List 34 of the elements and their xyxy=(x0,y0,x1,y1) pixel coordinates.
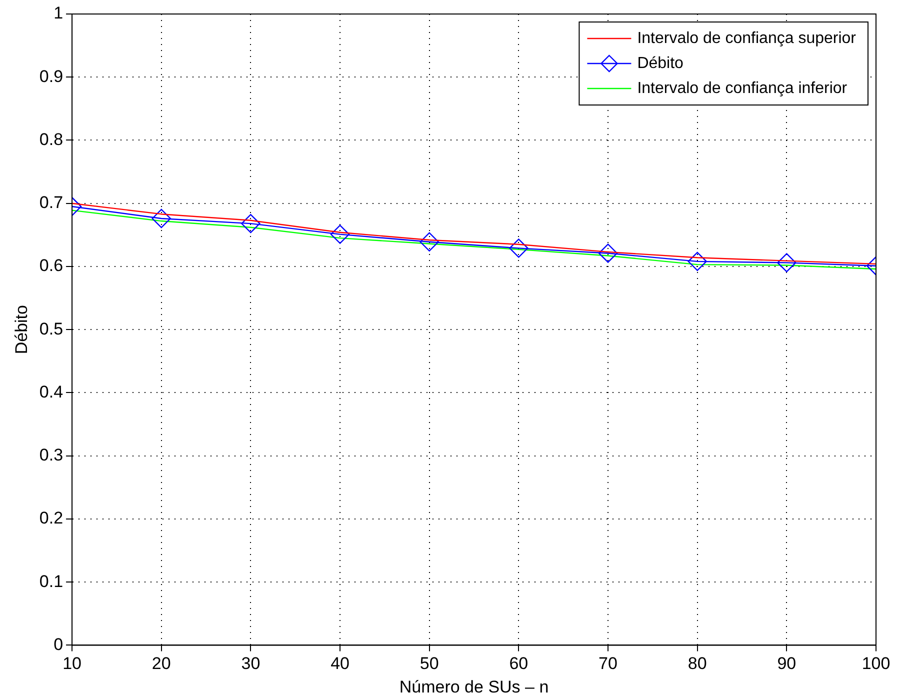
x-tick-label: 90 xyxy=(777,654,796,674)
y-tick-label: 0.4 xyxy=(39,382,64,402)
y-tick-label: 0.8 xyxy=(39,130,64,149)
x-tick-label: 40 xyxy=(330,654,350,674)
y-tick-label: 0.5 xyxy=(39,319,64,338)
point xyxy=(509,238,528,258)
point xyxy=(598,244,618,263)
x-tick-label: 30 xyxy=(241,654,260,674)
y-axis-title: Débito xyxy=(12,305,31,354)
legend-label: Intervalo de confiança inferior xyxy=(637,80,848,97)
y-tick-label: 0.6 xyxy=(39,256,64,276)
y-tick-label: 1 xyxy=(54,4,64,23)
point xyxy=(241,214,260,234)
x-axis-title: Número de SUs – n xyxy=(399,677,549,696)
x-tick-label: 80 xyxy=(688,654,707,674)
x-tick-label: 100 xyxy=(862,654,890,674)
x-tick-label: 10 xyxy=(62,654,82,674)
x-tick-label: 60 xyxy=(509,654,528,674)
y-tick-label: 0.2 xyxy=(39,508,64,528)
point xyxy=(330,224,350,244)
y-tick-label: 0.9 xyxy=(39,66,64,86)
legend-label: Intervalo de confiança superior xyxy=(637,30,857,47)
y-tick-label: 0.7 xyxy=(39,193,64,212)
point xyxy=(420,232,439,252)
point xyxy=(777,253,796,272)
x-tick-label: 20 xyxy=(152,654,171,674)
x-tick-label: 70 xyxy=(598,654,618,674)
legend-label: Débito xyxy=(637,54,684,72)
y-tick-label: 0.1 xyxy=(39,572,64,591)
y-tick-label: 0.3 xyxy=(39,446,64,465)
point xyxy=(688,252,707,272)
x-tick-label: 50 xyxy=(420,654,439,674)
y-tick-label: 0 xyxy=(54,634,64,654)
point xyxy=(152,208,171,228)
